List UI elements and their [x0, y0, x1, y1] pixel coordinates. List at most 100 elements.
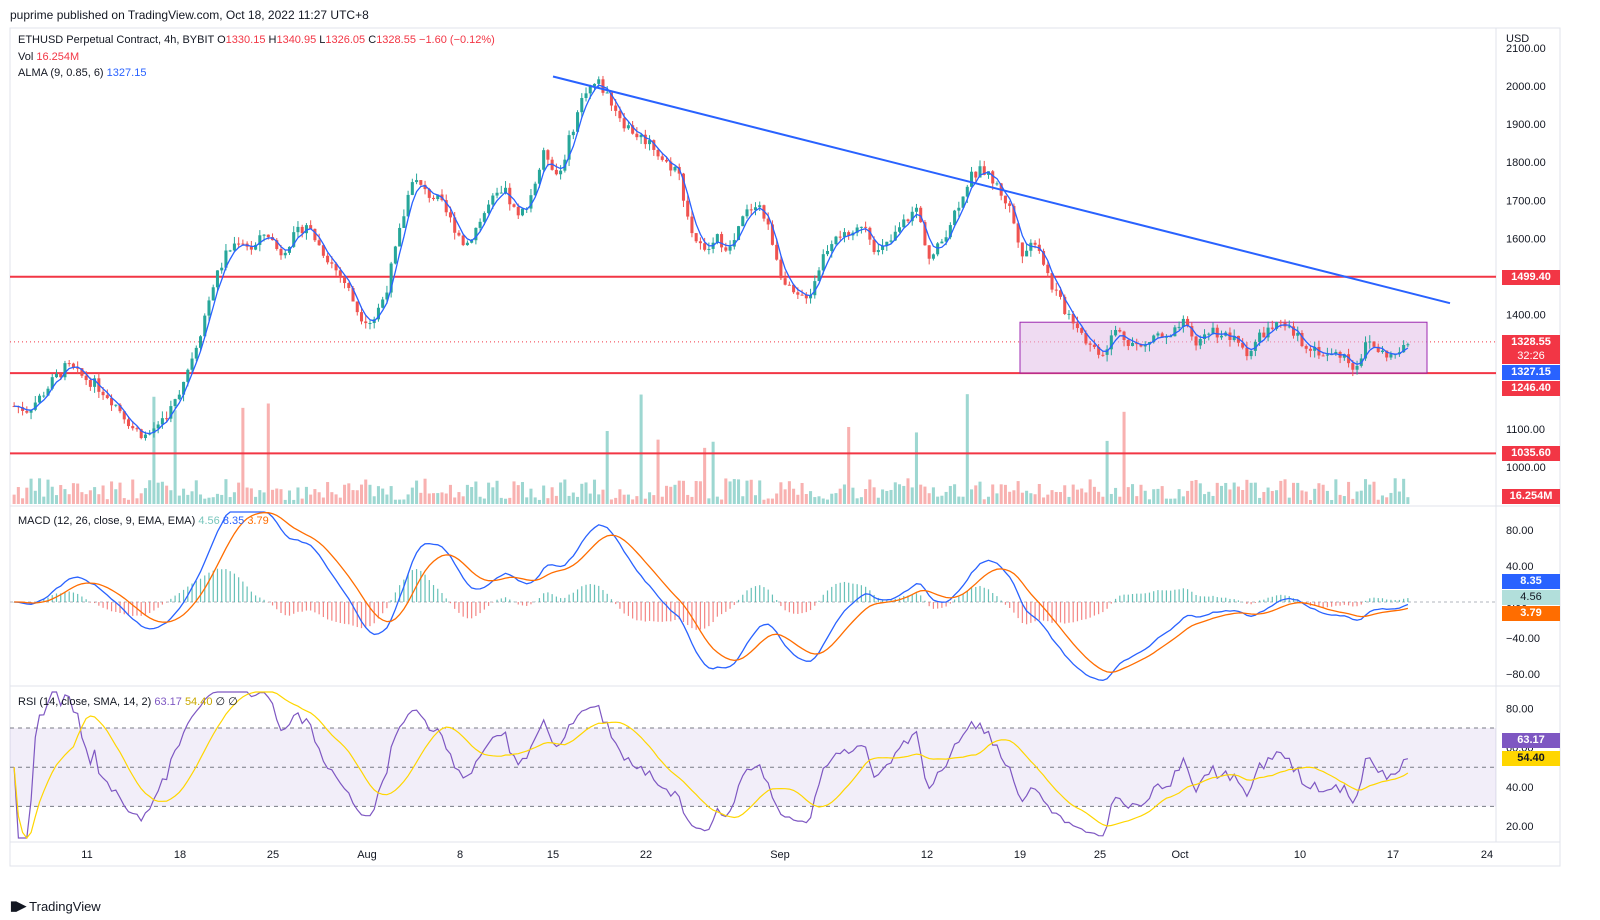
macd-histogram-bar — [1347, 602, 1350, 606]
volume-bar — [563, 479, 567, 504]
volume-bar — [1160, 486, 1164, 504]
macd-histogram-bar — [564, 597, 566, 602]
footer-brand[interactable]: ▮▶ TradingView — [10, 898, 101, 914]
rsi-legend[interactable]: RSI (14, close, SMA, 14, 2) 63.17 54.40 … — [18, 695, 238, 708]
alma-legend[interactable]: ALMA (9, 0.85, 6) 1327.15 — [18, 67, 146, 79]
candle-body — [1211, 327, 1215, 334]
candle-body — [160, 418, 164, 425]
macd-histogram-bar — [348, 602, 350, 625]
volume-bar — [639, 394, 643, 504]
volume-bar — [643, 498, 647, 504]
candle-body — [105, 395, 109, 399]
macd-histogram-bar — [322, 602, 324, 618]
macd-histogram-bar — [1055, 602, 1057, 623]
macd-histogram-bar — [801, 602, 803, 614]
candle-body — [749, 209, 753, 211]
volume-bar — [42, 496, 46, 504]
macd-histogram-bar — [1352, 602, 1354, 607]
range-rectangle — [1019, 321, 1428, 374]
candle-body — [126, 419, 131, 427]
volume-bar — [758, 480, 762, 504]
macd-histogram-bar — [835, 583, 837, 602]
macd-histogram-bar — [1208, 596, 1210, 602]
candle-body — [1016, 223, 1020, 243]
macd-histogram-bar — [1000, 600, 1002, 602]
macd-histogram-bar — [339, 602, 341, 624]
macd-histogram-bar — [725, 602, 727, 612]
macd-histogram-bar — [924, 600, 926, 602]
volume-bar — [669, 486, 673, 504]
macd-histogram-bar — [818, 600, 820, 602]
volume-bar — [368, 484, 372, 504]
candle-body — [1219, 335, 1223, 338]
volume-bar — [1181, 496, 1185, 504]
macd-histogram-bar — [1174, 589, 1176, 602]
candle-body — [652, 140, 656, 150]
candle-body — [54, 373, 58, 378]
candle-body — [1126, 340, 1130, 346]
volume-bar — [762, 499, 766, 504]
rsi-band — [10, 728, 1496, 807]
candle-body — [351, 287, 355, 302]
volume-bar — [1088, 479, 1092, 504]
ohlc-high: H1340.95 — [268, 34, 317, 46]
price-axis-label: 1900.00 — [1506, 119, 1546, 131]
candle-body — [1300, 333, 1304, 347]
volume-bar — [194, 480, 198, 504]
volume-bar — [847, 426, 851, 504]
candle-body — [881, 245, 885, 251]
volume-bar — [1389, 492, 1393, 504]
candle-body — [465, 242, 469, 246]
macd-histogram-bar — [581, 586, 583, 602]
candle-body — [419, 180, 423, 185]
volume-bar — [635, 496, 639, 504]
macd-histogram-bar — [1407, 598, 1409, 602]
candle-body — [309, 225, 313, 229]
candle-body — [635, 133, 639, 138]
alma-value: 1327.15 — [106, 67, 147, 79]
symbol-legend[interactable]: ETHUSD Perpetual Contract, 4h, BYBIT O13… — [18, 34, 495, 46]
candle-body — [398, 227, 402, 247]
macd-histogram-bar — [1076, 602, 1079, 622]
candle-body — [1003, 195, 1007, 204]
volume-legend[interactable]: Vol 16.254M — [18, 51, 79, 63]
macd-histogram-bar — [937, 602, 939, 609]
candle-body — [906, 219, 910, 222]
candle-body — [1092, 344, 1096, 347]
candle-body — [724, 247, 728, 251]
volume-bar — [190, 491, 194, 504]
candle-body — [982, 166, 986, 175]
candle-body — [855, 227, 859, 233]
candle-body — [914, 207, 918, 212]
candle-body — [1071, 313, 1075, 324]
macd-hist-value: 4.56 — [198, 515, 220, 527]
macd-histogram-bar — [1360, 602, 1362, 605]
volume-bar — [893, 482, 897, 504]
volume-bar — [249, 488, 253, 504]
volume-bar — [694, 480, 698, 504]
macd-histogram-bar — [733, 602, 735, 606]
volume-bar — [576, 496, 580, 504]
volume-bar — [1075, 489, 1079, 504]
macd-histogram-bar — [784, 602, 786, 611]
macd-histogram-bar — [94, 602, 96, 604]
candle-body — [520, 208, 524, 216]
macd-histogram-bar — [1403, 598, 1405, 602]
resistance-tag: 1499.40 — [1502, 270, 1560, 285]
volume-bar — [1101, 496, 1105, 504]
volume-bar — [1198, 483, 1202, 504]
macd-histogram-bar — [314, 602, 316, 613]
candle-body — [1304, 346, 1308, 349]
volume-bar — [245, 487, 249, 504]
macd-histogram-bar — [102, 602, 104, 608]
volume-bar — [855, 498, 859, 504]
macd-histogram-bar — [975, 587, 977, 602]
macd-legend[interactable]: MACD (12, 26, close, 9, EMA, EMA) 4.56 8… — [18, 515, 269, 527]
candle-body — [321, 245, 325, 256]
macd-histogram-bar — [500, 598, 502, 602]
volume-bar — [67, 494, 71, 504]
macd-histogram-bar — [593, 584, 596, 602]
descending-trendline — [552, 75, 1451, 305]
macd-histogram-bar — [636, 602, 638, 621]
